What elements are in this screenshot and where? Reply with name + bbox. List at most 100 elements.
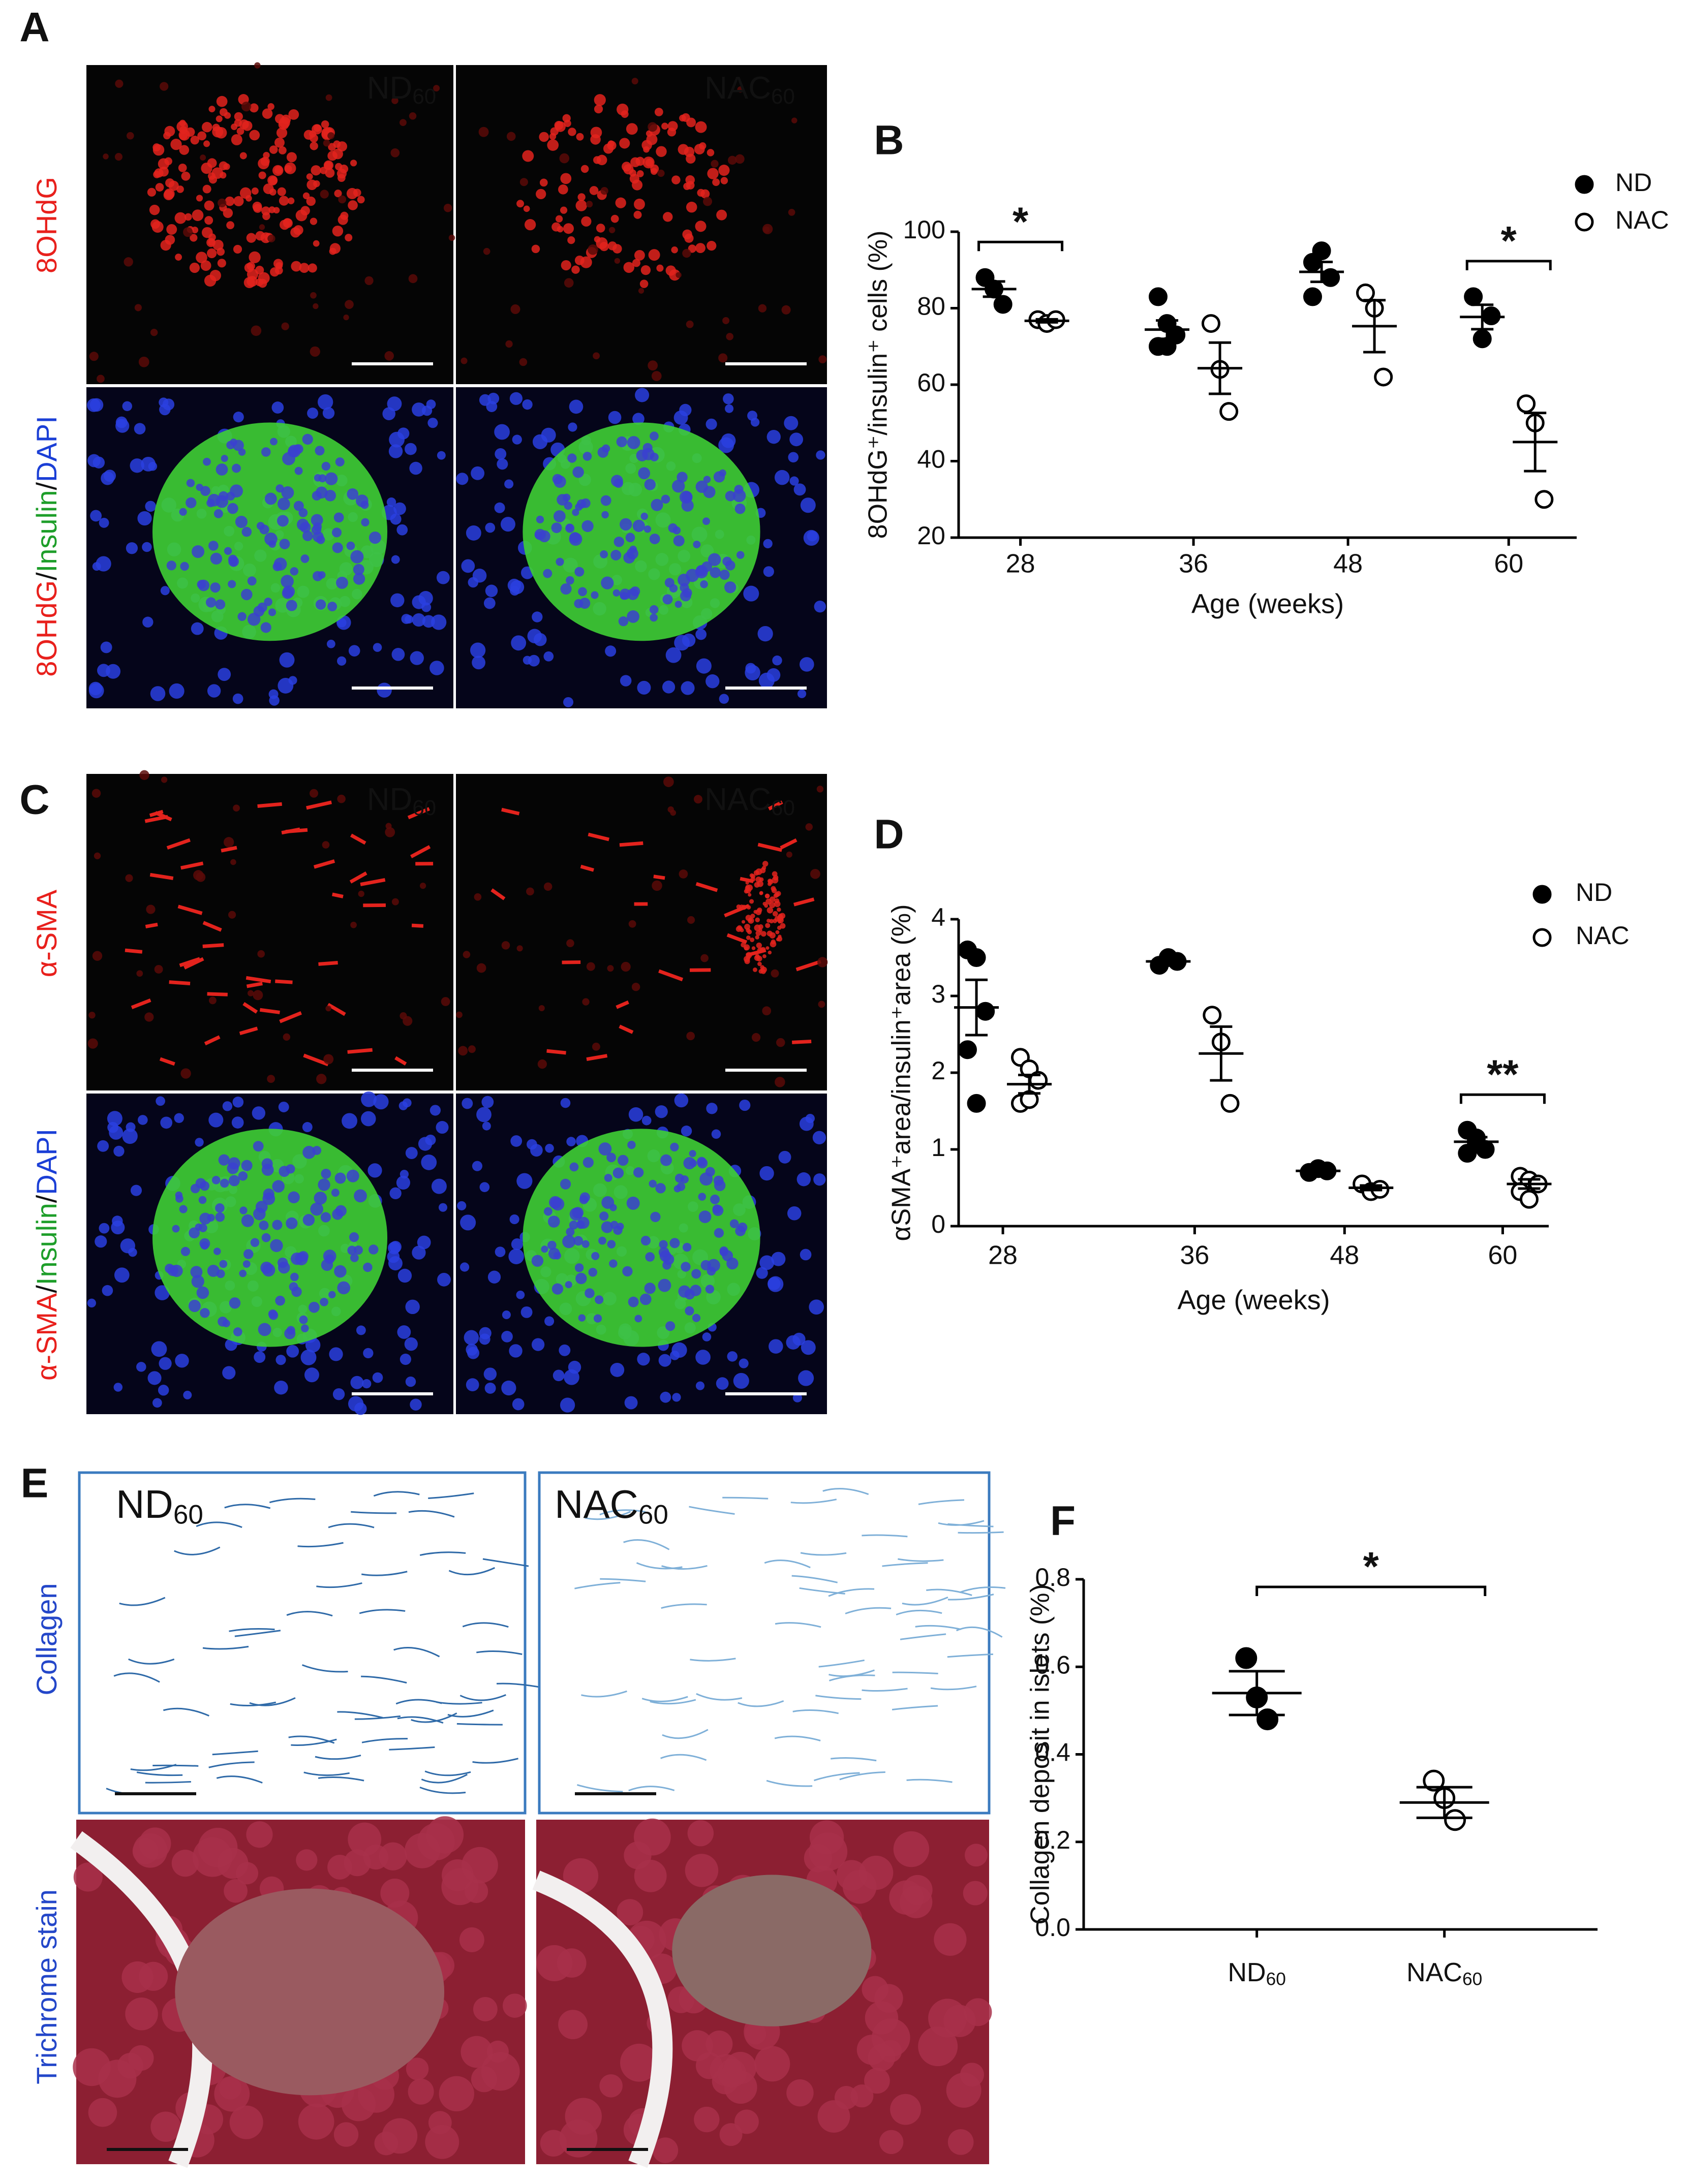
cell <box>600 186 608 195</box>
cell <box>750 877 756 882</box>
cell <box>180 1246 190 1256</box>
cell <box>591 591 599 599</box>
cell <box>277 187 286 196</box>
fiber <box>930 1686 977 1691</box>
cell <box>335 163 343 171</box>
cell <box>624 1396 638 1410</box>
cell <box>410 1398 422 1411</box>
fiber <box>361 1675 407 1684</box>
cell <box>928 1999 967 2038</box>
cell <box>773 875 779 881</box>
cell <box>674 1093 689 1108</box>
data-point <box>1312 241 1331 261</box>
cell <box>609 1259 618 1268</box>
cell <box>88 683 104 699</box>
cell <box>574 567 585 577</box>
cell <box>774 892 780 897</box>
fiber <box>249 1697 296 1706</box>
vessel <box>183 957 204 970</box>
cell <box>541 1245 548 1253</box>
cell <box>750 914 755 919</box>
fiber <box>328 1523 375 1528</box>
vessel <box>179 957 201 968</box>
cell <box>283 218 292 227</box>
column-label: ND60 <box>367 782 436 820</box>
cell <box>686 569 699 582</box>
fiber <box>918 1499 965 1505</box>
cell <box>754 882 760 888</box>
cell <box>147 1371 162 1385</box>
vessel <box>394 1056 407 1066</box>
cell <box>604 1174 612 1182</box>
fiber <box>229 1628 275 1632</box>
cell <box>519 178 528 186</box>
cell <box>633 210 642 219</box>
cell <box>457 1201 467 1210</box>
cell <box>503 1993 527 2018</box>
cell <box>161 776 168 783</box>
cell <box>126 1122 136 1132</box>
cell <box>175 254 182 261</box>
cell <box>548 1247 560 1260</box>
vessel <box>653 875 665 880</box>
cell <box>755 935 759 940</box>
fiber <box>361 1738 408 1743</box>
cell <box>772 656 782 666</box>
cell <box>771 1252 786 1266</box>
cell <box>553 510 566 522</box>
cell <box>703 476 711 483</box>
cell <box>313 303 319 309</box>
cell <box>749 873 754 878</box>
cell <box>755 877 762 883</box>
cell <box>249 130 260 141</box>
cell <box>695 121 707 133</box>
vessel <box>257 802 282 808</box>
cell <box>175 1354 189 1368</box>
fiber <box>662 1729 709 1739</box>
legend-label: NAC <box>1615 206 1669 234</box>
cell <box>362 1379 372 1389</box>
cell <box>412 613 425 627</box>
cell <box>537 1059 547 1069</box>
cell <box>261 206 270 215</box>
cell <box>594 104 603 114</box>
cell <box>630 157 640 168</box>
cell <box>797 689 807 698</box>
cell <box>97 1140 109 1152</box>
cell <box>151 1341 167 1357</box>
cell <box>707 149 715 157</box>
cell <box>329 1347 343 1361</box>
cell <box>658 1278 671 1292</box>
cell <box>526 887 534 896</box>
cell <box>336 576 348 589</box>
vessel <box>331 892 344 898</box>
x-tick-label-main: NAC <box>1406 1958 1462 1987</box>
cell <box>585 1288 595 1298</box>
cell <box>582 1157 594 1168</box>
cell <box>716 1377 729 1390</box>
cell <box>160 586 170 596</box>
cell <box>762 954 766 958</box>
cell <box>87 1298 97 1308</box>
cell <box>165 178 175 188</box>
cell <box>756 955 762 962</box>
cell <box>374 2131 398 2156</box>
cell <box>262 1192 275 1205</box>
cell <box>438 1203 447 1212</box>
cell <box>696 658 712 674</box>
cell <box>128 2045 154 2071</box>
cell <box>659 1240 668 1249</box>
cell <box>145 501 156 512</box>
y-tick-label: 4 <box>931 903 945 931</box>
data-point <box>1532 885 1552 904</box>
fiber <box>814 1772 860 1782</box>
cell <box>274 266 283 275</box>
vessel <box>616 1000 629 1009</box>
fiber <box>792 1709 839 1714</box>
cell <box>88 2098 117 2127</box>
cell <box>620 518 632 531</box>
cell <box>137 511 152 526</box>
cell <box>241 526 252 537</box>
cell <box>239 119 249 130</box>
cell <box>543 1207 553 1216</box>
